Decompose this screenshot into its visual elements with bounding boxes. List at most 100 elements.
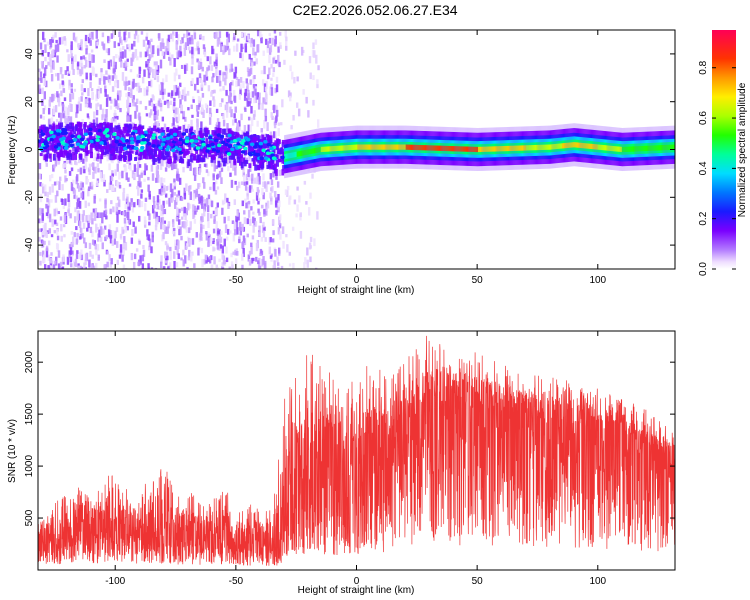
- spectrogram-noise-cell: [78, 200, 82, 209]
- spectrogram-noise-cell: [173, 97, 176, 102]
- spectrogram-noise-cell: [44, 184, 47, 191]
- spectrogram-ridge-cell: [310, 148, 312, 155]
- spectrogram-noise-cell: [248, 185, 252, 193]
- spectrogram-ridge-cell: [503, 146, 505, 152]
- spectrogram-noise-cell: [86, 178, 89, 183]
- spectrogram-noise-cell: [95, 262, 98, 269]
- spectrogram-noise-cell: [139, 100, 142, 105]
- spectrogram-noise-cell: [201, 104, 204, 112]
- spectrogram-noise-cell: [148, 194, 151, 200]
- spectrogram-noise-cell: [55, 119, 59, 123]
- spectrogram-band-cell: [135, 151, 139, 156]
- spectrogram-noise-cell: [97, 254, 101, 258]
- spectrogram-noise-cell: [121, 51, 124, 59]
- spectrogram-noise-cell: [145, 36, 148, 41]
- spectrogram-noise-cell: [66, 118, 69, 126]
- spectrogram-noise-cell: [205, 76, 209, 81]
- spectrogram-noise-cell: [91, 92, 94, 101]
- spectrogram-noise-cell: [87, 87, 90, 97]
- spectrogram-noise-cell: [176, 194, 179, 199]
- spectrogram-noise-cell: [63, 234, 66, 238]
- spectrogram-noise-cell: [121, 254, 124, 262]
- spectrogram-noise-cell: [225, 236, 229, 241]
- spectrogram-noise-cell: [260, 38, 263, 42]
- spectrogram-noise-cell: [170, 161, 174, 171]
- spectrogram-ridge-cell: [542, 144, 544, 150]
- spectrogram-ridge-cell: [505, 145, 507, 152]
- spectrogram-noise-cell: [96, 163, 100, 168]
- spectrogram-noise-cell: [168, 162, 171, 169]
- spectrogram-noise-cell: [81, 233, 84, 239]
- spectrogram-noise-cell: [85, 72, 88, 80]
- spectrogram-noise-cell: [276, 109, 279, 117]
- spectrogram-noise-cell: [78, 185, 81, 192]
- spectrogram-noise-cell: [252, 75, 255, 83]
- spectrogram-noise-cell: [291, 71, 294, 80]
- spectrogram-band-cell: [146, 143, 150, 147]
- spectrogram-noise-cell: [156, 109, 159, 116]
- spectrogram-band-cell: [89, 151, 93, 159]
- spectrogram-noise-cell: [161, 78, 165, 85]
- spectrogram-ridge-cell: [512, 145, 514, 151]
- spectrogram-noise-cell: [191, 238, 195, 245]
- spectrogram-noise-cell: [173, 192, 177, 196]
- spectrogram-noise-cell: [175, 196, 179, 202]
- spectrogram-noise-cell: [161, 216, 165, 225]
- spectrogram-noise-cell: [250, 246, 253, 255]
- spectrogram-band-cell: [268, 154, 272, 159]
- spectrogram-noise-cell: [46, 197, 49, 203]
- spectrogram-ridge-cell: [347, 145, 349, 151]
- spectrogram-noise-cell: [134, 49, 138, 58]
- spectrogram-noise-cell: [219, 236, 223, 243]
- spectrogram-noise-cell: [80, 56, 83, 60]
- spectrogram-noise-cell: [47, 240, 51, 246]
- spectrogram-noise-cell: [113, 41, 116, 48]
- spectrogram-noise-cell: [231, 264, 234, 269]
- spectrogram-noise-cell: [63, 97, 67, 102]
- spectrogram-noise-cell: [303, 262, 306, 269]
- spectrogram-noise-cell: [250, 206, 253, 211]
- spectrogram-band-cell: [45, 126, 49, 133]
- spectrogram-noise-cell: [54, 44, 58, 53]
- spectrogram-noise-cell: [148, 190, 151, 198]
- spectrogram-noise-cell: [217, 230, 220, 234]
- spectrogram-noise-cell: [149, 67, 152, 73]
- spectrogram-noise-cell: [79, 103, 82, 112]
- spectrogram-noise-cell: [200, 195, 203, 203]
- spectrogram-noise-cell: [72, 179, 75, 184]
- spectrogram-noise-cell: [212, 210, 216, 215]
- spectrogram-band-cell: [76, 128, 80, 132]
- spectrogram-noise-cell: [309, 72, 312, 80]
- spectrogram-noise-cell: [278, 31, 282, 36]
- spectrogram-noise-cell: [163, 220, 167, 224]
- spectrogram-ridge-cell: [379, 144, 381, 150]
- spectrogram-noise-cell: [39, 114, 43, 119]
- spectrogram-noise-cell: [139, 88, 142, 93]
- spectrogram-band-cell: [99, 122, 103, 127]
- spectrogram-noise-cell: [96, 226, 99, 230]
- spectrogram-noise-cell: [284, 40, 288, 47]
- spectrogram-noise-cell: [222, 255, 226, 265]
- spectrogram-noise-cell: [239, 226, 243, 236]
- spectrogram-noise-cell: [107, 229, 111, 238]
- spectrogram-noise-cell: [196, 122, 199, 131]
- spectrogram-noise-cell: [123, 80, 126, 86]
- spectrogram-ridge-cell: [506, 145, 508, 152]
- spectrogram-noise-cell: [76, 232, 79, 238]
- spectrogram-ridge-cell: [504, 145, 506, 152]
- spectrogram-noise-cell: [187, 202, 190, 211]
- spectrogram-noise-cell: [143, 170, 146, 176]
- spectrogram-noise-cell: [260, 236, 264, 242]
- spectrogram-band-cell: [243, 132, 247, 136]
- spectrogram-noise-cell: [80, 96, 83, 102]
- spectrogram-noise-cell: [81, 92, 84, 96]
- spectrogram-band-cell: [44, 131, 48, 136]
- spectrogram-noise-cell: [255, 58, 258, 65]
- spectrogram-noise-cell: [249, 168, 252, 172]
- spectrogram-noise-cell: [172, 117, 175, 127]
- spectrogram-noise-cell: [123, 210, 127, 217]
- spectrogram-noise-cell: [253, 61, 256, 66]
- spectrogram-noise-cell: [235, 185, 239, 191]
- spectrogram-noise-cell: [218, 75, 221, 83]
- spectrogram-ridge-cell: [384, 144, 386, 150]
